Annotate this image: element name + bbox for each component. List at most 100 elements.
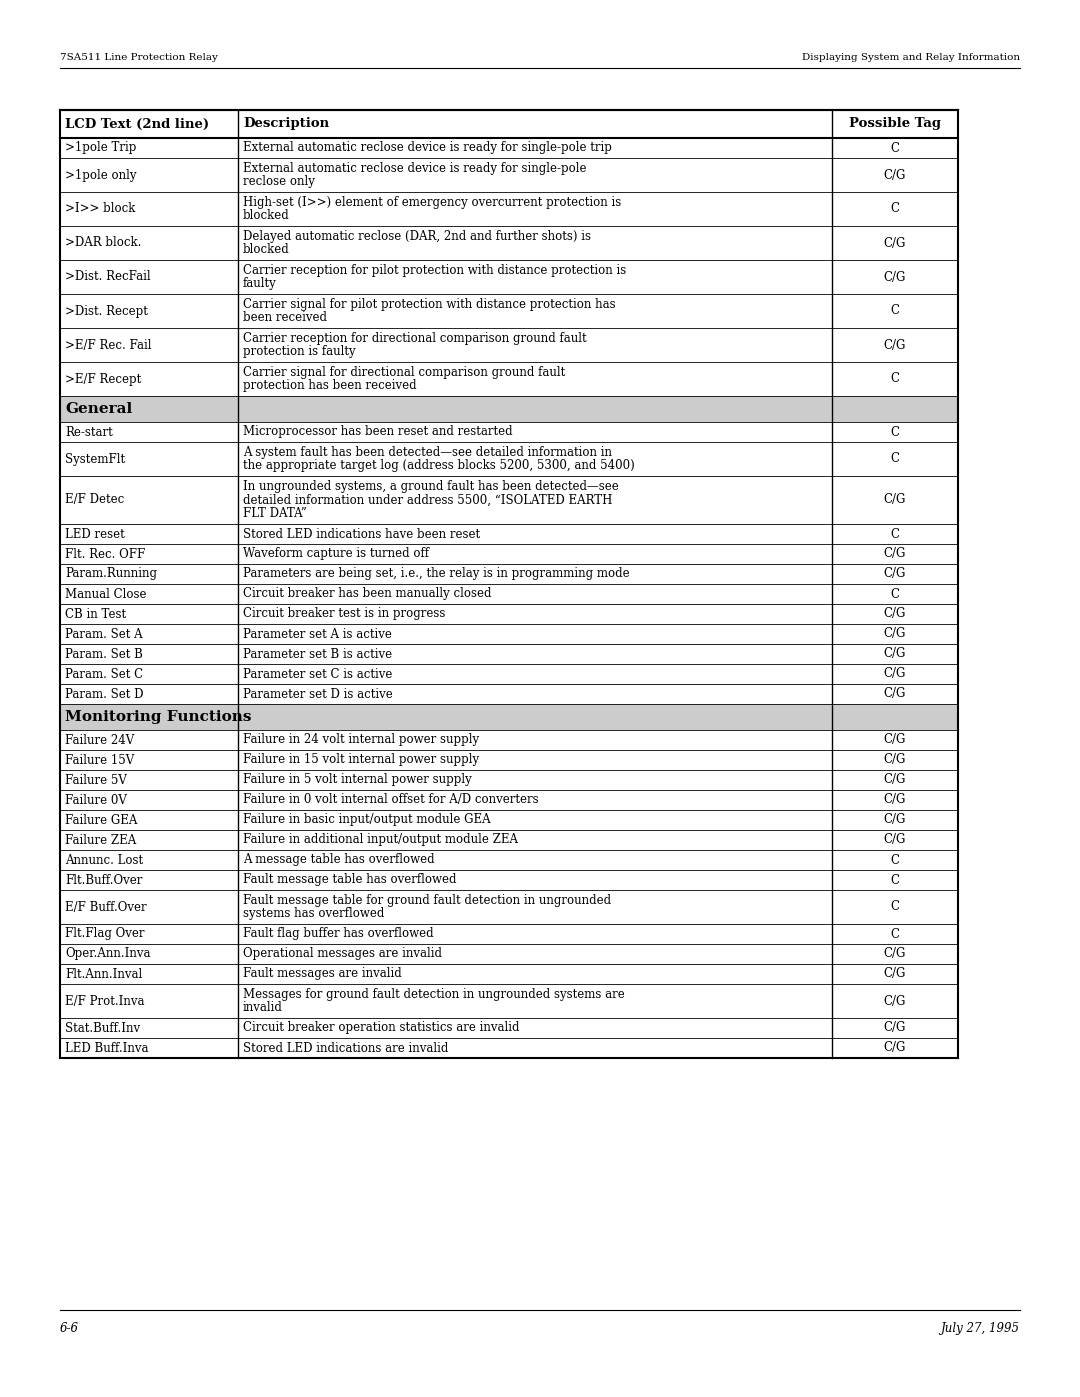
Bar	[60, 395, 958, 422]
Text: Displaying System and Relay Information: Displaying System and Relay Information	[801, 53, 1020, 61]
Bar	[60, 624, 958, 644]
Bar	[60, 870, 958, 890]
Bar	[60, 983, 958, 1018]
Text: Parameter set D is active: Parameter set D is active	[243, 687, 393, 700]
Bar	[60, 110, 958, 138]
Bar	[60, 543, 958, 564]
Text: the appropriate target log (address blocks 5200, 5300, and 5400): the appropriate target log (address bloc…	[243, 460, 635, 472]
Text: Failure in 15 volt internal power supply: Failure in 15 volt internal power supply	[243, 753, 480, 767]
Text: LCD Text (2nd line): LCD Text (2nd line)	[65, 117, 210, 130]
Text: Monitoring Functions: Monitoring Functions	[65, 710, 252, 724]
Text: Flt.Buff.Over: Flt.Buff.Over	[65, 873, 143, 887]
Bar	[60, 293, 958, 328]
Text: Stored LED indications have been reset: Stored LED indications have been reset	[243, 528, 481, 541]
Text: E/F Prot.Inva: E/F Prot.Inva	[65, 995, 145, 1007]
Bar	[60, 964, 958, 983]
Text: Possible Tag: Possible Tag	[849, 117, 941, 130]
Text: C: C	[891, 305, 900, 317]
Text: A system fault has been detected—see detailed information in: A system fault has been detected—see det…	[243, 446, 612, 458]
Text: faulty: faulty	[243, 277, 276, 291]
Text: Stored LED indications are invalid: Stored LED indications are invalid	[243, 1042, 448, 1055]
Bar	[60, 524, 958, 543]
Text: Failure 0V: Failure 0V	[65, 793, 126, 806]
Text: E/F Buff.Over: E/F Buff.Over	[65, 901, 147, 914]
Bar	[60, 564, 958, 584]
Text: C: C	[891, 426, 900, 439]
Bar	[60, 1018, 958, 1038]
Bar	[60, 584, 958, 604]
Text: C: C	[891, 854, 900, 866]
Text: Param. Set C: Param. Set C	[65, 668, 144, 680]
Text: SystemFlt: SystemFlt	[65, 453, 125, 465]
Text: C/G: C/G	[883, 793, 906, 806]
Bar	[60, 604, 958, 624]
Text: C/G: C/G	[883, 271, 906, 284]
Text: 7SA511 Line Protection Relay: 7SA511 Line Protection Relay	[60, 53, 218, 61]
Text: Stat.Buff.Inv: Stat.Buff.Inv	[65, 1021, 140, 1035]
Bar	[60, 750, 958, 770]
Text: C/G: C/G	[883, 733, 906, 746]
Text: C: C	[891, 141, 900, 155]
Text: Description: Description	[243, 117, 329, 130]
Text: Failure 15V: Failure 15V	[65, 753, 134, 767]
Text: C/G: C/G	[883, 608, 906, 620]
Text: C/G: C/G	[883, 753, 906, 767]
Bar	[60, 830, 958, 849]
Text: Fault messages are invalid: Fault messages are invalid	[243, 968, 402, 981]
Text: invalid: invalid	[243, 1002, 283, 1014]
Text: Circuit breaker test is in progress: Circuit breaker test is in progress	[243, 608, 445, 620]
Text: >1pole only: >1pole only	[65, 169, 136, 182]
Text: C: C	[891, 928, 900, 940]
Bar	[60, 685, 958, 704]
Text: C/G: C/G	[883, 968, 906, 981]
Bar	[60, 849, 958, 870]
Text: Param. Set D: Param. Set D	[65, 687, 144, 700]
Text: Param.Running: Param.Running	[65, 567, 157, 581]
Text: Circuit breaker has been manually closed: Circuit breaker has been manually closed	[243, 588, 491, 601]
Bar	[60, 731, 958, 750]
Text: C/G: C/G	[883, 1021, 906, 1035]
Bar	[60, 770, 958, 789]
Text: Param. Set B: Param. Set B	[65, 647, 143, 661]
Text: Failure in basic input/output module GEA: Failure in basic input/output module GEA	[243, 813, 490, 827]
Text: Flt.Flag Over: Flt.Flag Over	[65, 928, 145, 940]
Text: C/G: C/G	[883, 627, 906, 640]
Bar	[60, 944, 958, 964]
Text: Failure 5V: Failure 5V	[65, 774, 126, 787]
Text: In ungrounded systems, a ground fault has been detected—see: In ungrounded systems, a ground fault ha…	[243, 481, 619, 493]
Text: C: C	[891, 588, 900, 601]
Text: Flt. Rec. OFF: Flt. Rec. OFF	[65, 548, 145, 560]
Bar	[60, 1038, 958, 1058]
Text: Fault message table has overflowed: Fault message table has overflowed	[243, 873, 457, 887]
Text: C/G: C/G	[883, 813, 906, 827]
Text: General: General	[65, 402, 132, 416]
Text: Carrier signal for pilot protection with distance protection has: Carrier signal for pilot protection with…	[243, 298, 616, 310]
Text: C/G: C/G	[883, 668, 906, 680]
Text: C/G: C/G	[883, 647, 906, 661]
Bar	[60, 923, 958, 944]
Text: Delayed automatic reclose (DAR, 2nd and further shots) is: Delayed automatic reclose (DAR, 2nd and …	[243, 229, 591, 243]
Text: Param. Set A: Param. Set A	[65, 627, 143, 640]
Text: C/G: C/G	[883, 567, 906, 581]
Text: July 27, 1995: July 27, 1995	[941, 1322, 1020, 1336]
Text: C/G: C/G	[883, 774, 906, 787]
Text: C/G: C/G	[883, 338, 906, 352]
Text: Carrier reception for pilot protection with distance protection is: Carrier reception for pilot protection w…	[243, 264, 626, 277]
Text: External automatic reclose device is ready for single-pole: External automatic reclose device is rea…	[243, 162, 586, 175]
Bar	[60, 158, 958, 191]
Text: Parameter set B is active: Parameter set B is active	[243, 647, 392, 661]
Text: C: C	[891, 873, 900, 887]
Text: >Dist. Recept: >Dist. Recept	[65, 305, 148, 317]
Text: C/G: C/G	[883, 548, 906, 560]
Bar	[60, 476, 958, 524]
Text: C/G: C/G	[883, 493, 906, 507]
Text: High-set (I>>) element of emergency overcurrent protection is: High-set (I>>) element of emergency over…	[243, 196, 621, 208]
Text: Flt.Ann.Inval: Flt.Ann.Inval	[65, 968, 143, 981]
Text: >DAR block.: >DAR block.	[65, 236, 141, 250]
Text: been received: been received	[243, 312, 327, 324]
Text: External automatic reclose device is ready for single-pole trip: External automatic reclose device is rea…	[243, 141, 612, 155]
Text: Microprocessor has been reset and restarted: Microprocessor has been reset and restar…	[243, 426, 513, 439]
Text: LED reset: LED reset	[65, 528, 125, 541]
Text: Failure in 24 volt internal power supply: Failure in 24 volt internal power supply	[243, 733, 480, 746]
Text: Operational messages are invalid: Operational messages are invalid	[243, 947, 442, 961]
